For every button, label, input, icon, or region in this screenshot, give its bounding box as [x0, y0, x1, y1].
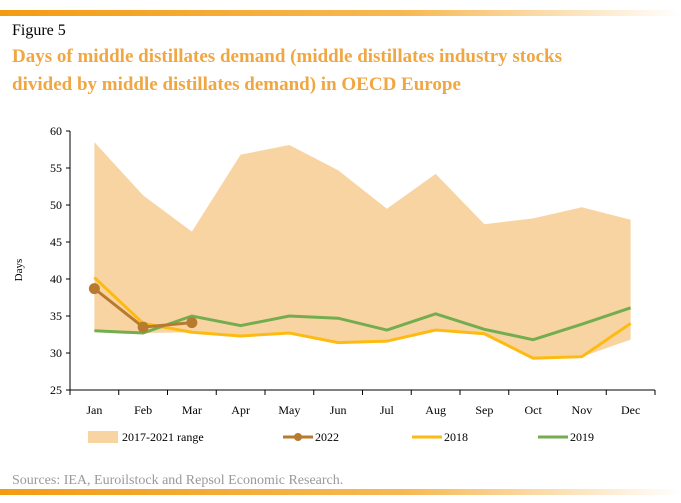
x-tick-label: May: [278, 403, 300, 417]
legend-swatch: [88, 431, 118, 443]
x-tick-label: Nov: [572, 403, 593, 417]
x-tick-label: Aug: [425, 403, 446, 417]
x-tick-label: Sep: [475, 403, 493, 417]
x-tick-label: Feb: [134, 403, 152, 417]
figure-label: Figure 5: [12, 22, 66, 39]
y-tick-label: 30: [50, 346, 62, 360]
y-axis-label: Days: [13, 259, 25, 282]
marker: [88, 283, 100, 295]
x-tick-label: Dec: [621, 403, 640, 417]
line-2019: [94, 306, 632, 342]
range-area: [94, 142, 631, 359]
marker: [186, 317, 198, 329]
x-tick-label: Jun: [330, 403, 347, 417]
x-tick-label: Mar: [182, 403, 202, 417]
y-tick-label: 35: [50, 309, 62, 323]
legend-label: 2017-2021 range: [122, 430, 204, 444]
x-tick-label: Apr: [231, 403, 250, 417]
line-2018: [93, 276, 632, 360]
y-tick-label: 40: [50, 272, 62, 286]
bottom-bar: [0, 489, 681, 495]
source: Sources: IEA, Euroilstock and Repsol Eco…: [12, 473, 343, 488]
y-tick-label: 45: [50, 235, 62, 249]
x-tick-label: Oct: [524, 403, 542, 417]
x-tick-label: Jan: [86, 403, 102, 417]
x-tick-label: Jul: [380, 403, 395, 417]
legend-label: 2022: [315, 430, 339, 444]
marker: [137, 321, 149, 333]
y-tick-label: 55: [50, 161, 62, 175]
legend-marker: [294, 433, 302, 441]
legend-label: 2018: [444, 430, 468, 444]
y-tick-label: 50: [50, 198, 62, 212]
legend-label: 2019: [570, 430, 594, 444]
y-tick-label: 25: [50, 383, 62, 397]
y-tick-label: 60: [50, 124, 62, 138]
top-bar: [0, 10, 681, 16]
chart-title: Days of middle distillates demand (middl…: [12, 46, 562, 95]
